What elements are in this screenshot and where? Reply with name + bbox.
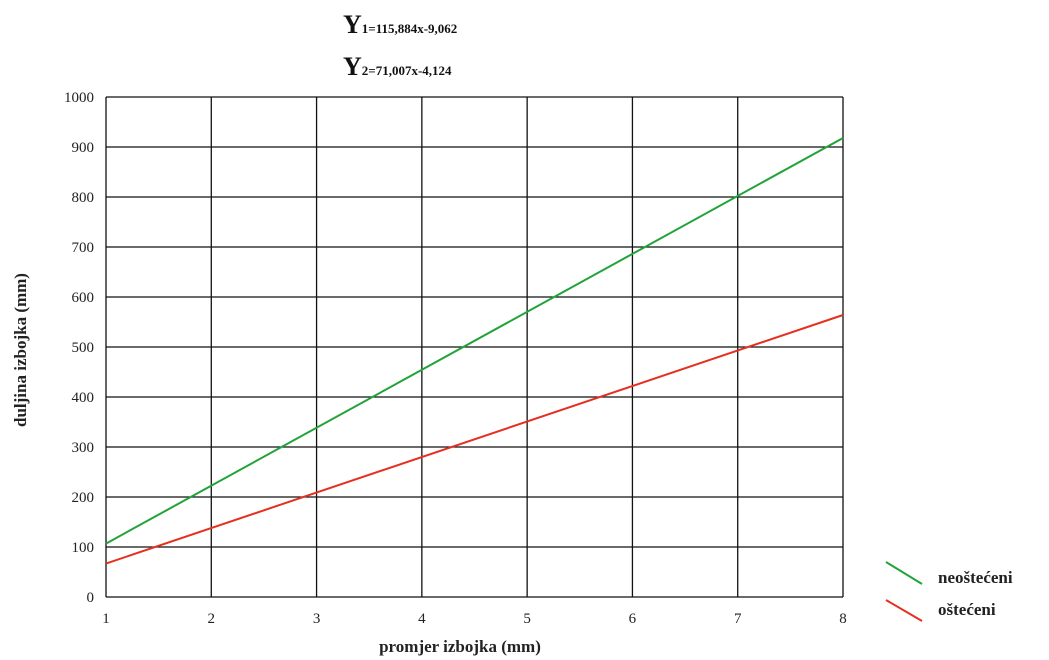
legend-label-2: oštećeni	[938, 600, 996, 619]
y-tick-label: 900	[72, 140, 95, 156]
series-line-1	[105, 137, 844, 545]
y-tick-label: 0	[87, 590, 95, 606]
y-tick-label: 400	[72, 390, 95, 406]
equation-2: Y2=71,007x-4,124	[343, 52, 452, 82]
equation-1: Y1=115,884x-9,062	[343, 10, 457, 40]
x-tick-label: 1	[102, 611, 110, 627]
equation-1-sub: 1=115,884x-9,062	[361, 21, 458, 36]
x-tick-label: 6	[629, 611, 637, 627]
equation-1-main: Y	[343, 10, 362, 39]
x-tick-label: 7	[734, 611, 742, 627]
x-tick-label: 2	[208, 611, 216, 627]
legend-swatch-1	[885, 561, 923, 585]
y-tick-label: 800	[72, 190, 95, 206]
y-tick-label: 100	[72, 540, 95, 556]
y-tick-label: 600	[72, 290, 95, 306]
y-tick-label: 200	[72, 490, 95, 506]
equation-2-main: Y	[343, 52, 362, 81]
y-tick-label: 700	[72, 240, 95, 256]
y-tick-label: 300	[72, 440, 95, 456]
y-tick-label: 500	[72, 340, 95, 356]
legend-swatch-2	[885, 599, 923, 622]
y-tick-label: 1000	[64, 90, 94, 106]
equation-2-sub: 2=71,007x-4,124	[361, 63, 452, 78]
y-axis-label: duljina izbojka (mm)	[11, 273, 30, 427]
x-tick-label: 4	[418, 611, 426, 627]
legend-label-1: neoštećeni	[938, 568, 1013, 587]
x-tick-label: 3	[313, 611, 321, 627]
series-line-2	[105, 314, 844, 565]
x-tick-label: 5	[523, 611, 531, 627]
x-axis-label: promjer izbojka (mm)	[379, 637, 541, 656]
x-tick-label: 8	[839, 611, 847, 627]
